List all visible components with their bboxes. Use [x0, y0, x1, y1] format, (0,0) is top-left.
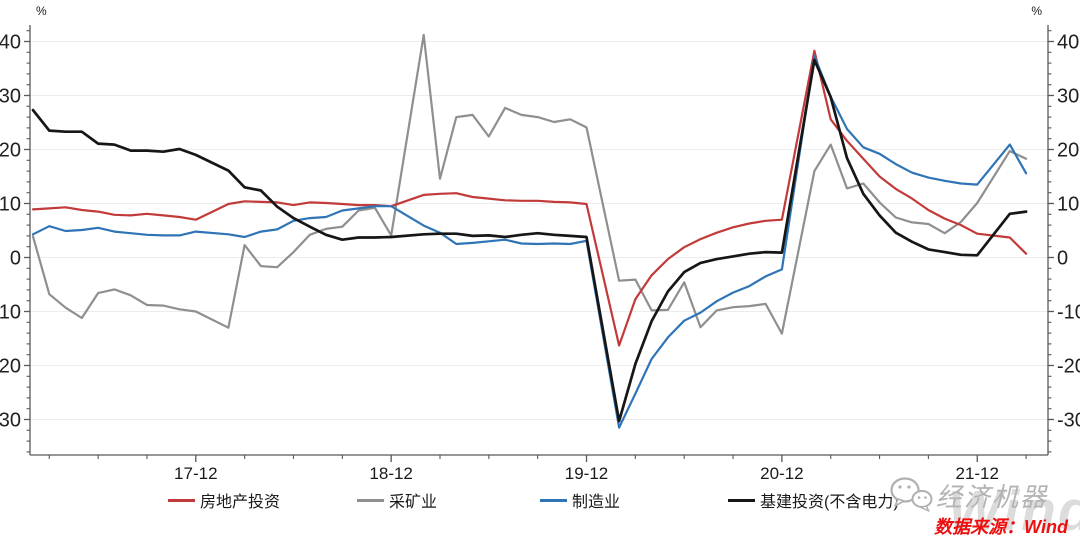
svg-text:20: 20: [1057, 140, 1079, 162]
svg-text:18-12: 18-12: [369, 464, 412, 483]
svg-text:20: 20: [0, 140, 21, 162]
legend-item-mining: 采矿业: [357, 491, 438, 511]
svg-text:10: 10: [0, 194, 21, 216]
legend-label-mining: 采矿业: [389, 494, 438, 511]
svg-text:-30: -30: [0, 410, 21, 432]
svg-text:-20: -20: [1057, 356, 1080, 378]
svg-text:-10: -10: [1057, 302, 1080, 324]
svg-text:40: 40: [1057, 32, 1079, 54]
svg-text:-30: -30: [1057, 410, 1080, 432]
legend-item-real-estate: 房地产投资: [168, 491, 281, 511]
y-axis-unit-right: %: [1031, 4, 1042, 18]
legend-swatch-infrastructure: [728, 498, 755, 502]
svg-text:-20: -20: [0, 356, 21, 378]
svg-text:30: 30: [1057, 86, 1079, 108]
data-source-note: 数据来源：Wind: [934, 517, 1068, 537]
svg-text:0: 0: [1057, 248, 1068, 270]
legend-label-manufacturing: 制造业: [572, 494, 621, 511]
wind-watermark: Wind: [948, 479, 1080, 543]
brand-logo-icon: [890, 477, 933, 512]
legend-swatch-real-estate: [168, 498, 195, 502]
brand-watermark: 经济机器: [936, 482, 1049, 512]
y-axis-unit-left: %: [36, 4, 47, 18]
svg-text:0: 0: [10, 248, 21, 270]
legend-item-manufacturing: 制造业: [540, 491, 621, 511]
svg-text:10: 10: [1057, 194, 1079, 216]
legend-label-infrastructure: 基建投资(不含电力): [760, 494, 899, 511]
svg-text:-10: -10: [0, 302, 21, 324]
svg-text:40: 40: [0, 32, 21, 54]
svg-text:30: 30: [0, 86, 21, 108]
svg-text:17-12: 17-12: [174, 464, 217, 483]
legend-label-real-estate: 房地产投资: [200, 494, 281, 511]
legend-swatch-mining: [357, 498, 384, 502]
svg-text:21-12: 21-12: [955, 464, 998, 483]
legend-item-infrastructure: 基建投资(不含电力): [728, 491, 899, 511]
svg-text:19-12: 19-12: [565, 464, 608, 483]
svg-text:20-12: 20-12: [760, 464, 803, 483]
legend-swatch-manufacturing: [540, 498, 567, 502]
